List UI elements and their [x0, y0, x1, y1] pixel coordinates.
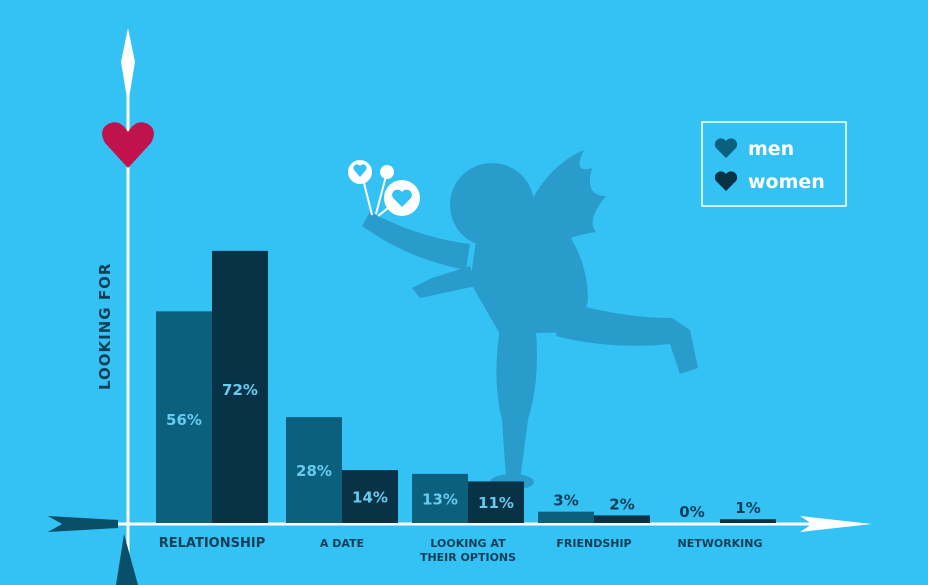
bar-men-2: [412, 473, 468, 523]
legend-box: [701, 121, 847, 207]
data-label-women-4: 1%: [735, 499, 760, 517]
data-label-women-1: 14%: [352, 489, 388, 507]
data-label-women-0: 72%: [222, 381, 258, 399]
bars: [156, 250, 776, 523]
data-label-men-3: 3%: [553, 492, 578, 510]
legend: men women: [701, 121, 847, 207]
category-label-4: NETWORKING: [677, 537, 762, 550]
category-label-1: A DATE: [320, 537, 364, 550]
legend-heart-women-icon: [714, 171, 738, 191]
data-label-women-3: 2%: [609, 495, 634, 513]
data-label-men-2: 13%: [422, 490, 458, 508]
category-label-2: THEIR OPTIONS: [420, 551, 516, 564]
y-axis-arrow: [121, 28, 135, 585]
category-label-2: LOOKING AT: [430, 537, 506, 550]
data-labels: 56% 72% 28% 14% 13% 11% 3% 2% 0% 1%: [166, 381, 761, 521]
legend-women-label: women: [748, 171, 825, 193]
bar-men-0: [156, 311, 212, 523]
bar-women-0: [212, 250, 268, 523]
bar-women-4: [720, 519, 776, 523]
bar-women-2: [468, 481, 524, 523]
legend-men-label: men: [748, 138, 794, 160]
legend-heart-men-icon: [714, 138, 738, 158]
love-bubbles: [348, 160, 420, 217]
x-axis-arrow: [48, 516, 872, 585]
data-label-men-1: 28%: [296, 462, 332, 480]
bar-women-1: [342, 470, 398, 523]
cupid-illustration: [362, 150, 698, 490]
data-label-women-2: 11%: [478, 494, 514, 512]
bar-men-1: [286, 417, 342, 523]
data-label-men-4: 0%: [679, 503, 704, 521]
bar-women-3: [594, 515, 650, 523]
y-axis-label: LOOKING FOR: [96, 263, 114, 390]
category-label-0: RELATIONSHIP: [159, 536, 265, 551]
bar-men-3: [538, 511, 594, 523]
heart-icon: [102, 122, 154, 168]
category-label-3: FRIENDSHIP: [556, 537, 631, 550]
data-label-men-0: 56%: [166, 411, 202, 429]
